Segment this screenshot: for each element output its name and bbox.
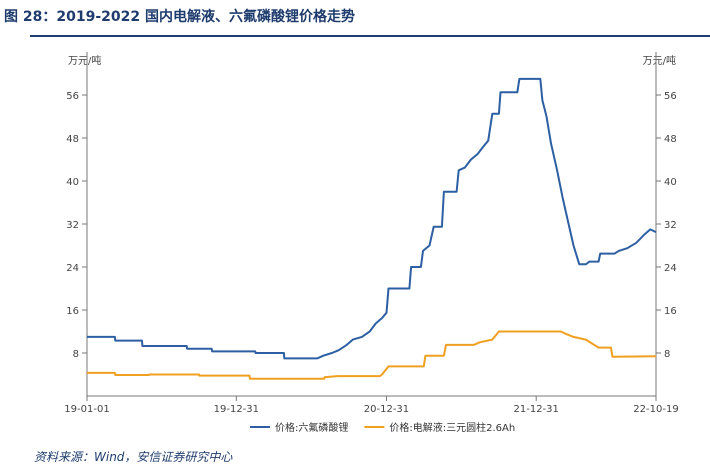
series-line-2 [87,330,657,380]
legend-label-1: 价格:六氟磷酸锂 [275,421,348,434]
x-tick-label: 19-01-01 [64,404,109,415]
x-tick-label: 20-12-31 [364,404,409,415]
y-tick-label-left: 56 [66,91,79,102]
y-tick-label-left: 24 [66,263,79,274]
y-tick-label-right: 8 [664,349,670,360]
price-line-chart: 万元/吨 万元/吨 8 8 16 16 24 24 32 32 40 40 48 48 56 56 19-… [64,52,679,434]
y-tick-label-left: 8 [73,349,79,360]
y-tick-label-right: 32 [664,220,677,231]
x-tick-label: 19-12-31 [214,404,259,415]
x-tick-label: 22-10-19 [633,404,678,415]
title-rule [30,35,710,37]
legend: 价格:六氟磷酸锂 价格:电解液:三元圆柱2.6Ah [250,421,515,434]
source-note: 资料来源：Wind，安信证券研究中心 [34,450,233,464]
y-tick-label-left: 32 [66,220,79,231]
y-tick-label-left: 16 [66,306,79,317]
y-tick-label-right: 24 [664,263,677,274]
y-tick-label-left: 40 [66,177,79,188]
series-line-1 [87,77,657,360]
y-ticks: 8 8 16 16 24 24 32 32 40 40 48 48 56 56 [66,91,676,360]
y-tick-label-left: 48 [66,134,79,145]
y-tick-label-right: 48 [664,134,677,145]
figure-title: 图 28：2019-2022 国内电解液、六氟磷酸锂价格走势 [4,9,355,25]
y-unit-right: 万元/吨 [643,54,676,67]
y-tick-label-right: 40 [664,177,677,188]
y-tick-label-right: 16 [664,306,677,317]
series-group [87,77,657,380]
x-tick-label: 21-12-31 [514,404,559,415]
y-tick-label-right: 56 [664,91,677,102]
x-ticks: 19-01-01 19-12-31 20-12-31 21-12-31 22-10-19 [64,396,679,415]
legend-label-2: 价格:电解液:三元圆柱2.6Ah [389,421,515,434]
y-unit-left: 万元/吨 [68,54,101,67]
